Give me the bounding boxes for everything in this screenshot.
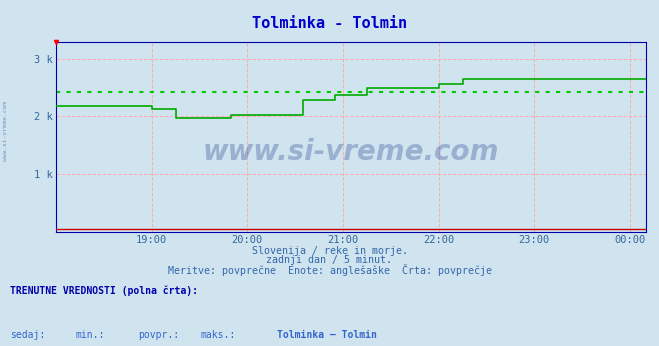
Text: Tolminka – Tolmin: Tolminka – Tolmin bbox=[277, 330, 377, 340]
Text: maks.:: maks.: bbox=[201, 330, 236, 340]
Text: www.si-vreme.com: www.si-vreme.com bbox=[203, 138, 499, 166]
Text: min.:: min.: bbox=[76, 330, 105, 340]
Text: Meritve: povprečne  Enote: anglešaške  Črta: povprečje: Meritve: povprečne Enote: anglešaške Črt… bbox=[167, 264, 492, 276]
Text: www.si-vreme.com: www.si-vreme.com bbox=[3, 101, 8, 162]
Text: sedaj:: sedaj: bbox=[10, 330, 45, 340]
Text: Tolminka - Tolmin: Tolminka - Tolmin bbox=[252, 16, 407, 30]
Text: povpr.:: povpr.: bbox=[138, 330, 179, 340]
Text: zadnji dan / 5 minut.: zadnji dan / 5 minut. bbox=[266, 255, 393, 265]
Text: Slovenija / reke in morje.: Slovenija / reke in morje. bbox=[252, 246, 407, 256]
Text: TRENUTNE VREDNOSTI (polna črta):: TRENUTNE VREDNOSTI (polna črta): bbox=[10, 285, 198, 296]
